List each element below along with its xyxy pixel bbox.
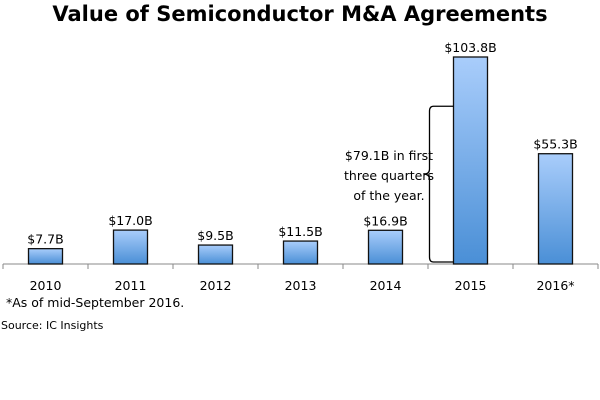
x-tick-label: 2015	[455, 278, 487, 293]
x-tick-label: 2012	[200, 278, 232, 293]
chart-title: Value of Semiconductor M&A Agreements	[52, 2, 548, 26]
data-label: $11.5B	[278, 224, 322, 239]
data-label: $9.5B	[197, 228, 233, 243]
annotation-text: $79.1B in first	[345, 148, 433, 163]
annotation-brace	[423, 105, 454, 263]
data-label: $55.3B	[533, 137, 577, 152]
annotation-text: three quarters	[344, 168, 434, 183]
bar-2016	[537, 153, 574, 265]
data-label: $103.8B	[444, 40, 496, 55]
bar-2010	[27, 247, 64, 265]
x-tick-label: 2010	[30, 278, 62, 293]
bar-2011	[112, 229, 149, 265]
bar-2013	[282, 240, 319, 265]
x-tick-label: 2013	[285, 278, 317, 293]
data-label: $16.9B	[363, 213, 407, 228]
annotation-text: of the year.	[353, 188, 424, 203]
data-label: $7.7B	[27, 232, 63, 247]
x-tick-label: 2011	[115, 278, 147, 293]
bar-2012	[197, 244, 234, 265]
bar-2014	[367, 229, 404, 265]
bar-2015	[452, 56, 489, 265]
x-tick-label: 2014	[370, 278, 402, 293]
source-note: Source: IC Insights	[1, 319, 104, 332]
x-tick-label: 2016*	[536, 278, 574, 293]
data-label: $17.0B	[108, 213, 152, 228]
footnote: *As of mid-September 2016.	[6, 295, 185, 310]
